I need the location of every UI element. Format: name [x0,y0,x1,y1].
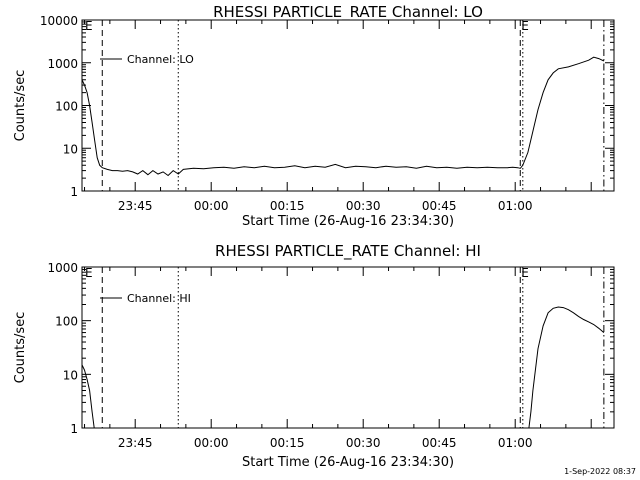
legend-label: Channel: HI [127,292,191,305]
event-marker-label: E [85,19,93,33]
chart-title: RHESSI PARTICLE_RATE Channel: HI [215,242,481,261]
x-tick-label: 01:00 [498,436,533,450]
y-tick-label: 100 [55,100,78,114]
data-series-line [82,56,605,177]
x-tick-label: 00:30 [346,436,381,450]
x-tick-label: 00:15 [270,436,305,450]
x-tick-label: 23:45 [118,436,153,450]
lo-channel-panel: RHESSI PARTICLE_RATE Channel: LO Counts/s… [13,3,615,229]
plot-frame [81,19,615,192]
x-axis-label: Start Time (26-Aug-16 23:34:30) [242,214,454,229]
plot-frame [81,266,615,429]
event-marker-label: E [521,266,529,280]
y-axis-label: Counts/sec [13,312,28,384]
legend-label: Channel: LO [127,53,194,66]
footer-timestamp: 1-Sep-2022 08:37 [564,467,636,476]
x-tick-label: 00:00 [194,436,229,450]
x-tick-label: 01:00 [498,199,533,213]
x-tick-label: 00:45 [422,436,457,450]
y-axis-label: Counts/sec [13,70,28,142]
x-tick-label: 00:15 [270,199,305,213]
data-series-line [82,306,605,428]
x-axis-label: Start Time (26-Aug-16 23:34:30) [242,455,454,470]
x-tick-label: 00:30 [346,199,381,213]
x-tick-label: 23:45 [118,199,153,213]
x-tick-label: 00:00 [194,199,229,213]
y-tick-label: 10000 [40,14,78,28]
chart-title: RHESSI PARTICLE_RATE Channel: LO [213,3,483,22]
y-tick-label: 10 [63,142,78,156]
y-tick-label: 100 [55,315,78,329]
y-tick-label: 1 [70,422,78,436]
y-tick-label: 1000 [47,57,78,71]
event-marker-label: E [85,266,93,280]
y-tick-label: 1 [70,185,78,199]
x-tick-label: 00:45 [422,199,457,213]
event-marker-label: E [521,19,529,33]
y-tick-label: 10 [63,368,78,382]
hi-channel-panel: RHESSI PARTICLE_RATE Channel: HI Counts/s… [13,242,615,470]
y-tick-label: 1000 [47,261,78,275]
